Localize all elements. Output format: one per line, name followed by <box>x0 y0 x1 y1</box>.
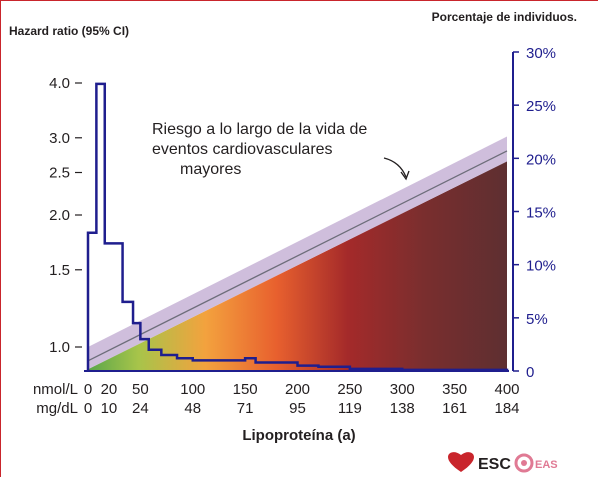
left-tick-label: 2.0 <box>49 207 70 224</box>
left-tick-label: 1.0 <box>49 339 70 356</box>
left-axis: 1.0 1.5 2.0 2.5 3.0 4.0 <box>49 75 82 356</box>
x-tick-label-nmol: 200 <box>285 381 310 398</box>
left-axis-label: Hazard ratio (95% CI) <box>9 24 129 38</box>
x-tick-label-nmol: 400 <box>494 381 519 398</box>
left-tick-label: 3.0 <box>49 130 70 147</box>
x-tick-label-nmol: 0 <box>84 381 92 398</box>
eas-logo-text: EAS <box>535 459 558 471</box>
x-unit-mgdl: mg/dL <box>36 400 78 417</box>
risk-confidence-band <box>88 136 507 370</box>
x-tick-label-mgdl: 161 <box>442 400 467 417</box>
left-tick-label: 4.0 <box>49 75 70 92</box>
x-tick-label-mgdl: 10 <box>101 400 118 417</box>
annotation-line-2: eventos cardiovasculares <box>152 141 333 158</box>
x-tick-label-mgdl: 0 <box>84 400 92 417</box>
risk-annotation: Riesgo a lo largo de la vida de eventos … <box>152 121 410 181</box>
svg-text:Riesgo a lo largo de la vida d: Riesgo a lo largo de la vida de eventos … <box>152 121 372 178</box>
x-axis-ticks: 0 0 20 10 50 24 100 48 150 71 200 95 250 119 300 138 350… <box>84 381 520 417</box>
eas-emblem-dot <box>521 460 527 466</box>
risk-area <box>88 161 507 371</box>
annotation-arrow <box>383 157 407 178</box>
x-tick-label-nmol: 350 <box>442 381 467 398</box>
right-tick-label: 0 <box>526 364 534 381</box>
x-tick-label-mgdl: 184 <box>494 400 519 417</box>
x-tick-label-nmol: 300 <box>390 381 415 398</box>
x-tick-label-mgdl: 95 <box>289 400 306 417</box>
esc-logo-text: ESC <box>478 456 511 473</box>
x-tick-label-nmol: 150 <box>233 381 258 398</box>
heart-icon <box>448 452 474 472</box>
x-tick-label-nmol: 250 <box>337 381 362 398</box>
x-tick-label-mgdl: 48 <box>184 400 201 417</box>
distribution-line <box>86 82 509 372</box>
right-tick-label: 10% <box>526 258 556 275</box>
right-axis: 0 5% 10% 15% 20% 25% 30% <box>512 45 556 381</box>
x-tick-label-nmol: 50 <box>132 381 149 398</box>
x-tick-label-mgdl: 71 <box>237 400 254 417</box>
eas-emblem-icon <box>514 453 534 473</box>
x-tick-label-mgdl: 119 <box>338 400 362 417</box>
annotation-line-1: Riesgo a lo largo de la vida de <box>152 121 367 138</box>
x-tick-label-mgdl: 24 <box>132 400 149 417</box>
right-tick-label: 15% <box>526 205 556 222</box>
left-tick-label: 1.5 <box>49 262 70 279</box>
right-tick-label: 30% <box>526 45 556 62</box>
annotation-arrowhead <box>400 170 410 181</box>
x-tick-label-mgdl: 138 <box>390 400 415 417</box>
risk-line <box>87 150 508 362</box>
esc-logo: ESC <box>448 452 511 473</box>
annotation-line-3: mayores <box>180 161 241 178</box>
left-tick-label: 2.5 <box>49 165 70 182</box>
eas-logo: EAS <box>514 453 558 473</box>
right-tick-label: 5% <box>526 311 548 328</box>
right-tick-label: 20% <box>526 151 556 168</box>
right-tick-label: 25% <box>526 98 556 115</box>
right-axis-label: Porcentaje de individuos. <box>432 10 577 24</box>
x-unit-nmol: nmol/L <box>33 381 78 398</box>
x-tick-label-nmol: 100 <box>180 381 205 398</box>
x-axis-label: Lipoproteína (a) <box>242 427 355 444</box>
x-tick-label-nmol: 20 <box>101 381 118 398</box>
